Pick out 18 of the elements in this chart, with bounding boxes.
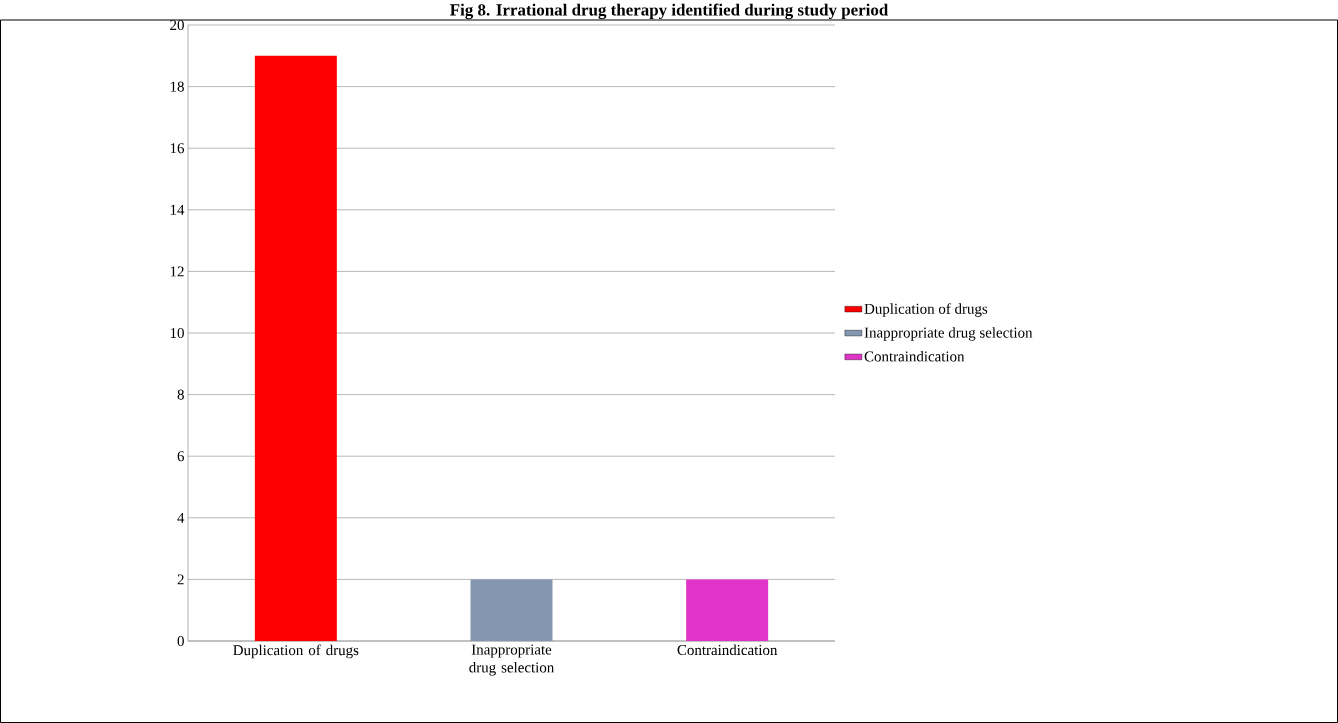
legend-label: Inappropriate drug selection xyxy=(864,327,1033,341)
y-tick-label: 20 xyxy=(170,19,184,31)
legend-label: Duplication of drugs xyxy=(864,303,988,317)
y-tick-label: 4 xyxy=(177,512,185,523)
y-tick-label: 10 xyxy=(170,327,184,339)
y-tick-label: 16 xyxy=(170,143,185,154)
y-tick-label: 6 xyxy=(177,451,185,462)
chart-title: Fig 8. Irrational drug therapy identified during study period xyxy=(450,3,889,20)
x-tick-label: Contraindication xyxy=(677,644,778,656)
x-tick-label: Inappropriate drug selection xyxy=(469,644,555,676)
y-tick-label: 14 xyxy=(170,204,185,215)
y-tick-label: 8 xyxy=(177,389,184,400)
y-tick-label: 18 xyxy=(170,81,184,92)
y-tick-label: 2 xyxy=(177,574,184,585)
y-tick-label: 0 xyxy=(177,635,184,647)
legend-label: Contraindication xyxy=(864,351,965,362)
x-tick-label: Duplication of drugs xyxy=(233,644,359,659)
y-tick-label: 12 xyxy=(170,266,184,277)
